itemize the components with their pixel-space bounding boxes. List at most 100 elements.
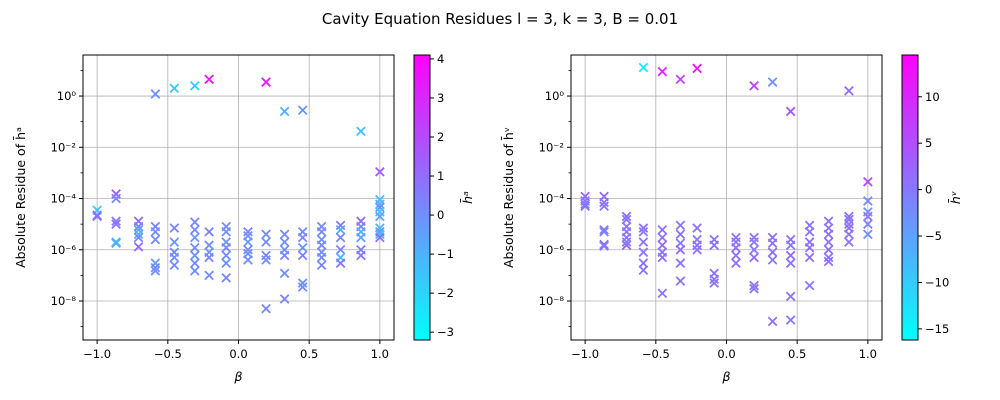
data-point xyxy=(599,224,609,235)
data-point xyxy=(111,219,121,229)
data-point xyxy=(785,258,796,268)
data-point xyxy=(375,229,385,240)
data-point xyxy=(111,189,121,199)
x-tick-label: −0.5 xyxy=(642,347,670,361)
figure-title: Cavity Equation Residues l = 3, k = 3, B… xyxy=(322,10,678,28)
data-point xyxy=(221,273,232,283)
data-point xyxy=(204,227,214,237)
x-tick-label: −1.0 xyxy=(571,347,599,361)
subplot-1: −1.0 −0.5 0.0 0.5 1.0 10⁻⁸ 10⁻⁶ 10⁻⁴ 10⁻² 10⁰ β Abs… xyxy=(13,52,475,384)
y-tick-label: 10⁰ xyxy=(545,89,565,103)
colorbar-tick-label: 3 xyxy=(437,91,444,105)
data-point xyxy=(621,237,632,247)
data-point xyxy=(243,255,253,265)
y-tick-label: 10⁻⁴ xyxy=(51,192,77,206)
data-point xyxy=(189,258,200,268)
data-point xyxy=(767,77,778,87)
data-point xyxy=(599,227,609,237)
grid xyxy=(571,55,882,340)
data-point xyxy=(657,66,668,77)
data-point xyxy=(221,242,232,253)
colorbar-tick-label: 2 xyxy=(437,130,444,144)
data-point xyxy=(749,244,759,255)
data-point xyxy=(675,220,686,231)
data-point xyxy=(261,303,271,314)
data-point xyxy=(767,316,778,327)
data-point xyxy=(767,255,778,265)
data-point xyxy=(599,201,609,212)
data-point xyxy=(731,232,741,243)
x-tick-label: 0.0 xyxy=(717,347,735,361)
data-point xyxy=(621,240,632,251)
data-point xyxy=(356,126,366,137)
data-point xyxy=(111,216,121,227)
data-point xyxy=(111,238,121,249)
x-tick-label: 0.5 xyxy=(788,347,806,361)
data-point xyxy=(599,239,609,250)
x-tick-label: 1.0 xyxy=(371,347,389,361)
x-tick-label: −0.5 xyxy=(154,347,182,361)
data-point xyxy=(657,240,668,251)
data-point xyxy=(316,240,327,251)
data-point xyxy=(657,288,668,299)
data-point xyxy=(675,258,686,268)
data-point xyxy=(844,229,854,240)
data-point xyxy=(804,227,815,237)
colorbar-tick-label: 0 xyxy=(925,183,932,197)
data-point xyxy=(731,258,741,268)
data-point xyxy=(823,252,834,263)
data-point xyxy=(204,74,214,85)
y-tick-label: 10⁻⁶ xyxy=(539,243,565,257)
data-point xyxy=(189,266,200,276)
data-point xyxy=(749,280,759,291)
data-point xyxy=(675,244,686,255)
data-point xyxy=(375,232,385,243)
data-point xyxy=(150,262,161,273)
data-point xyxy=(657,232,668,243)
subplot-2: −1.0 −0.5 0.0 0.5 1.0 10⁻⁸ 10⁻⁶ 10⁻⁴ 10⁻² 10⁰ β Abs… xyxy=(501,54,963,384)
data-point xyxy=(709,274,720,285)
data-point xyxy=(169,237,180,247)
data-point xyxy=(243,244,253,255)
data-point xyxy=(297,232,308,243)
data-point xyxy=(823,244,834,255)
colorbar-tick-label: −15 xyxy=(925,322,949,336)
colorbar-tick-label: 4 xyxy=(437,52,444,66)
data-point xyxy=(169,252,180,263)
data-point xyxy=(749,252,759,263)
data-point xyxy=(692,223,702,233)
data-point xyxy=(731,250,741,261)
data-point xyxy=(638,223,649,233)
data-point xyxy=(375,166,385,177)
data-point xyxy=(844,237,854,247)
data-point xyxy=(261,77,271,87)
data-point xyxy=(279,294,290,304)
data-point xyxy=(638,227,649,237)
data-point xyxy=(133,241,144,252)
colorbar-tick-label: 0 xyxy=(437,208,444,222)
colorbar: −15 −10 −5 0 5 10 h̄ᵛ xyxy=(901,54,963,341)
data-point xyxy=(297,105,308,116)
grid xyxy=(83,55,394,340)
x-axis-label: β xyxy=(234,369,243,384)
y-tick-label: 10⁰ xyxy=(57,89,77,103)
data-point xyxy=(335,258,346,268)
data-point xyxy=(823,256,834,267)
colorbar-tick-label: −5 xyxy=(925,229,942,243)
data-point xyxy=(169,223,180,233)
data-point xyxy=(356,250,366,261)
colorbar-tick-label: −3 xyxy=(437,325,454,339)
data-point xyxy=(823,216,834,227)
data-point xyxy=(863,211,873,222)
data-point xyxy=(638,265,649,275)
data-point xyxy=(804,252,815,263)
data-point xyxy=(785,240,796,251)
data-point xyxy=(204,240,214,251)
data-point xyxy=(133,221,144,232)
data-point xyxy=(150,258,161,268)
data-point xyxy=(189,232,200,243)
data-point xyxy=(823,237,834,247)
data-point xyxy=(297,242,308,253)
data-point xyxy=(863,176,873,187)
data-point xyxy=(133,229,144,240)
